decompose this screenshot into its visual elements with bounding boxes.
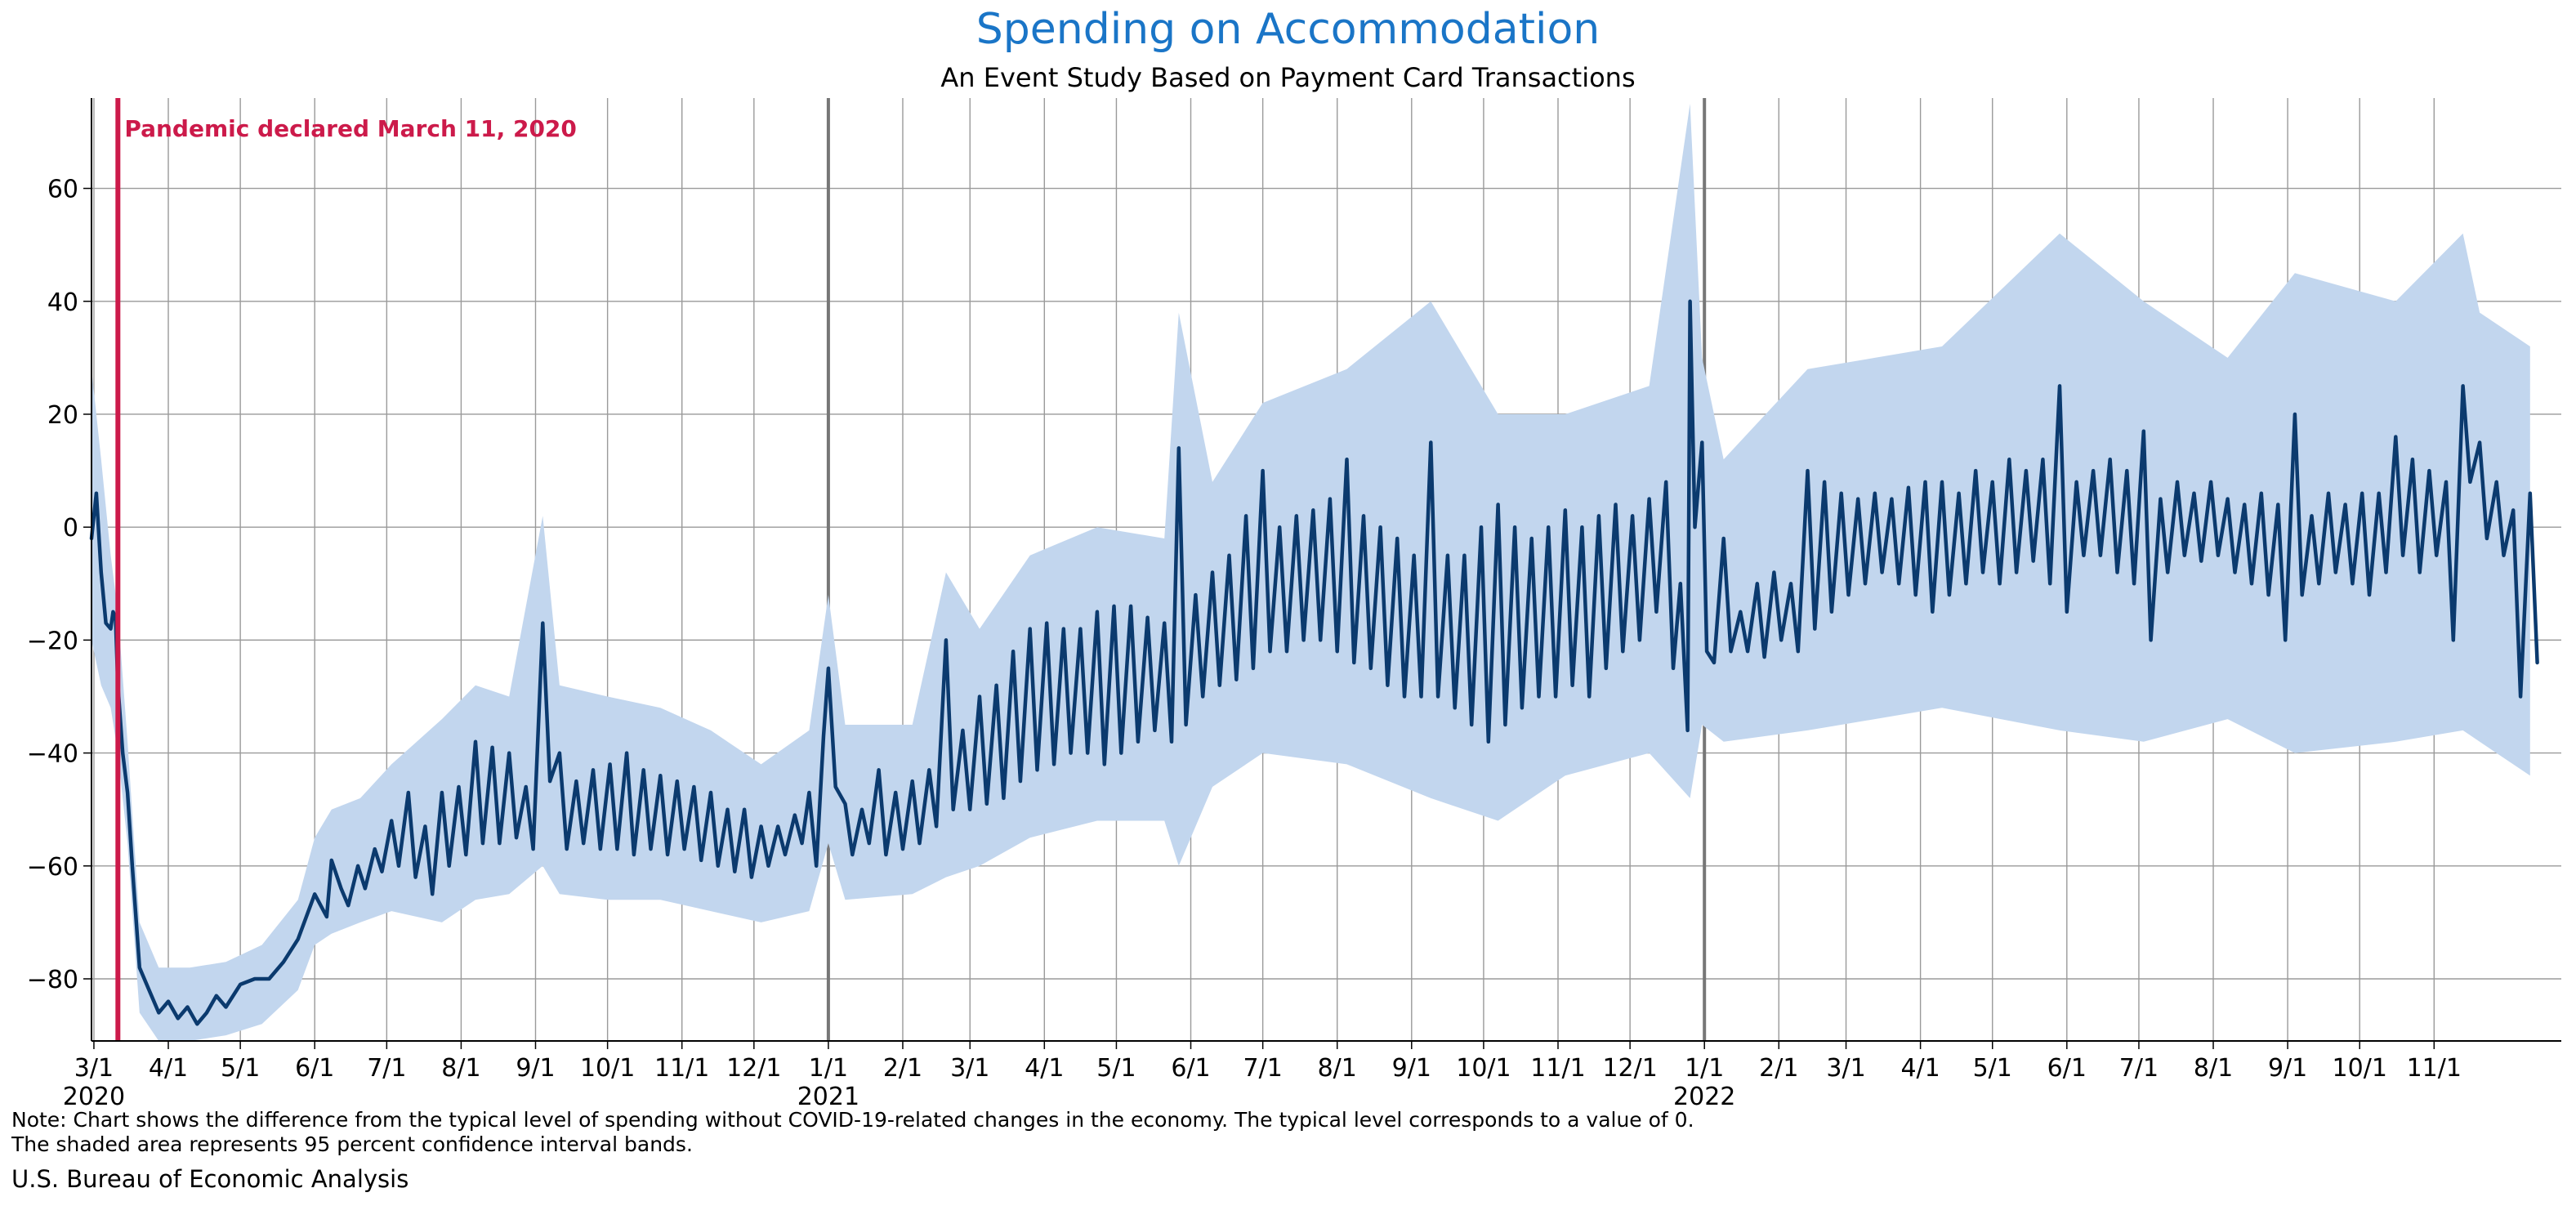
- y-tick-label: 20: [47, 401, 78, 430]
- series-layer: Pandemic declared March 11, 2020: [89, 98, 2539, 1041]
- y-tick-label: 40: [47, 288, 78, 317]
- x-tick-label: 10/1: [580, 1054, 635, 1083]
- x-tick-label: 4/1: [149, 1054, 188, 1083]
- chart-subtitle: An Event Study Based on Payment Card Tra…: [940, 62, 1636, 93]
- x-tick-label: 10/1: [1456, 1054, 1511, 1083]
- x-tick-label: 8/1: [441, 1054, 480, 1083]
- x-tick-label: 5/1: [1973, 1054, 2012, 1083]
- x-tick-label: 11/1: [2407, 1054, 2462, 1083]
- source-credit: U.S. Bureau of Economic Analysis: [11, 1165, 409, 1193]
- x-tick-label: 11/1: [1530, 1054, 1585, 1083]
- x-tick-label: 12/1: [1602, 1054, 1657, 1083]
- x-year-label: 2021: [797, 1083, 859, 1111]
- y-tick-label: 60: [47, 176, 78, 204]
- confidence-band-area: [92, 103, 2530, 1041]
- axes: [83, 98, 2561, 1049]
- event-annotation: Pandemic declared March 11, 2020: [124, 115, 577, 142]
- note-line-1: Note: Chart shows the difference from th…: [11, 1108, 1694, 1132]
- confidence-band: [92, 103, 2530, 1041]
- x-tick-label: 9/1: [516, 1054, 555, 1083]
- note: Note: Chart shows the difference from th…: [11, 1108, 1694, 1157]
- y-tick-label: −40: [27, 740, 78, 769]
- x-tick-label: 5/1: [221, 1054, 260, 1083]
- x-tick-label: 6/1: [2047, 1054, 2087, 1083]
- x-tick-label: 7/1: [367, 1054, 406, 1083]
- x-year-label: 2022: [1673, 1083, 1735, 1111]
- x-tick-label: 5/1: [1096, 1054, 1136, 1083]
- x-tick-label: 7/1: [2119, 1054, 2159, 1083]
- x-tick-label: 4/1: [1900, 1054, 1940, 1083]
- y-tick-label: −20: [27, 627, 78, 655]
- x-tick-label: 4/1: [1025, 1054, 1064, 1083]
- x-tick-label: 1/1: [1685, 1054, 1724, 1083]
- x-year-label: 2020: [63, 1083, 125, 1111]
- x-tick-label: 2/1: [1759, 1054, 1798, 1083]
- y-tick-label: −60: [27, 853, 78, 882]
- x-tick-label: 2/1: [883, 1054, 922, 1083]
- series-line: [89, 299, 2539, 1026]
- x-tick-label: 3/1: [1826, 1054, 1865, 1083]
- x-tick-label: 3/1: [74, 1054, 114, 1083]
- x-tick-label: 11/1: [654, 1054, 709, 1083]
- x-tick-label: 8/1: [2194, 1054, 2233, 1083]
- x-tick-label: 9/1: [2268, 1054, 2307, 1083]
- x-tick-label: 6/1: [295, 1054, 334, 1083]
- x-tick-label: 12/1: [726, 1054, 781, 1083]
- y-tick-label: −80: [27, 966, 78, 994]
- note-line-2: The shaded area represents 95 percent co…: [11, 1132, 693, 1156]
- y-tick-labels: −80 −60 −40 −20 0 20 40 60: [27, 176, 78, 994]
- x-tick-label: 7/1: [1243, 1054, 1283, 1083]
- x-tick-label: 3/1: [950, 1054, 989, 1083]
- x-tick-label: 9/1: [1392, 1054, 1431, 1083]
- x-tick-label: 8/1: [1318, 1054, 1357, 1083]
- y-tick-label: 0: [63, 514, 78, 543]
- x-tick-label: 10/1: [2333, 1054, 2387, 1083]
- chart-title: Spending on Accommodation: [975, 5, 1601, 54]
- x-tick-label: 6/1: [1171, 1054, 1210, 1083]
- x-tick-label: 1/1: [809, 1054, 848, 1083]
